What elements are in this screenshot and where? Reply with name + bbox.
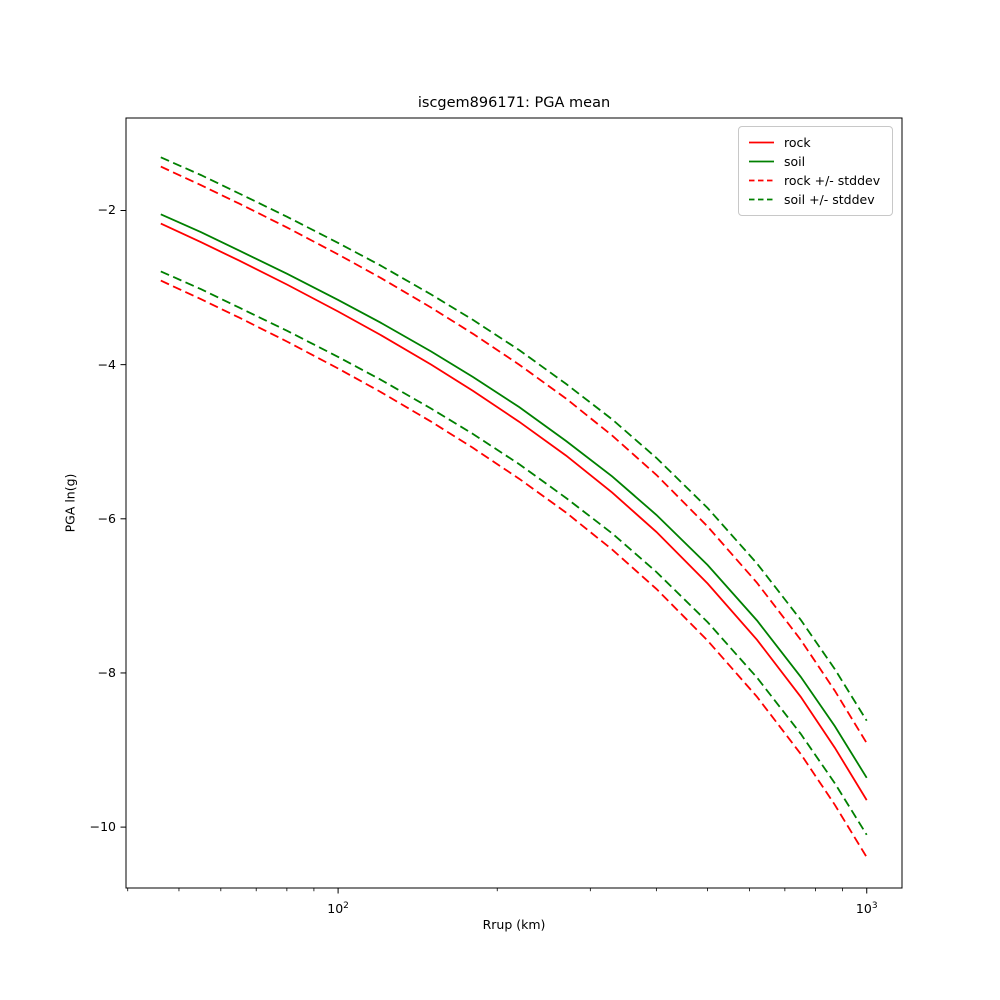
x-axis-label: Rrup (km) [482,917,546,932]
legend-line-sample [749,141,774,144]
legend-item-rock: rock [748,133,884,152]
y-tick-label: −8 [97,664,116,680]
series-line-soil-stddev [160,270,868,836]
legend-label: soil [784,154,806,169]
series-line-soil-stddev [160,156,868,722]
y-tick-label: −2 [97,202,116,218]
legend-label: soil +/- stddev [784,192,875,207]
legend-line-sample [749,160,774,163]
legend-label: rock [784,135,811,150]
y-tick-label: −6 [97,510,116,526]
legend: rock soil rock +/- stddev soil +/- stddev [738,126,893,216]
series-line-rock-stddev [160,279,868,858]
axes-frame [125,117,903,889]
y-axis-label: PGA ln(g) [62,473,78,533]
series-line-soil-mean [160,213,868,779]
legend-line-sample [749,179,774,182]
y-tick-label: −10 [89,819,116,835]
legend-item-soil-stddev: soil +/- stddev [748,190,884,209]
y-tick-label: −4 [97,356,116,372]
legend-item-rock-stddev: rock +/- stddev [748,171,884,190]
legend-item-soil: soil [748,152,884,171]
x-tick-label: 102 [327,901,349,917]
x-tick-label: 103 [855,901,878,917]
legend-label: rock +/- stddev [784,173,881,188]
series-line-rock-stddev [160,165,868,744]
chart-title: iscgem896171: PGA mean [417,95,611,111]
legend-line-sample [749,198,774,201]
series-line-rock-mean [160,222,868,801]
